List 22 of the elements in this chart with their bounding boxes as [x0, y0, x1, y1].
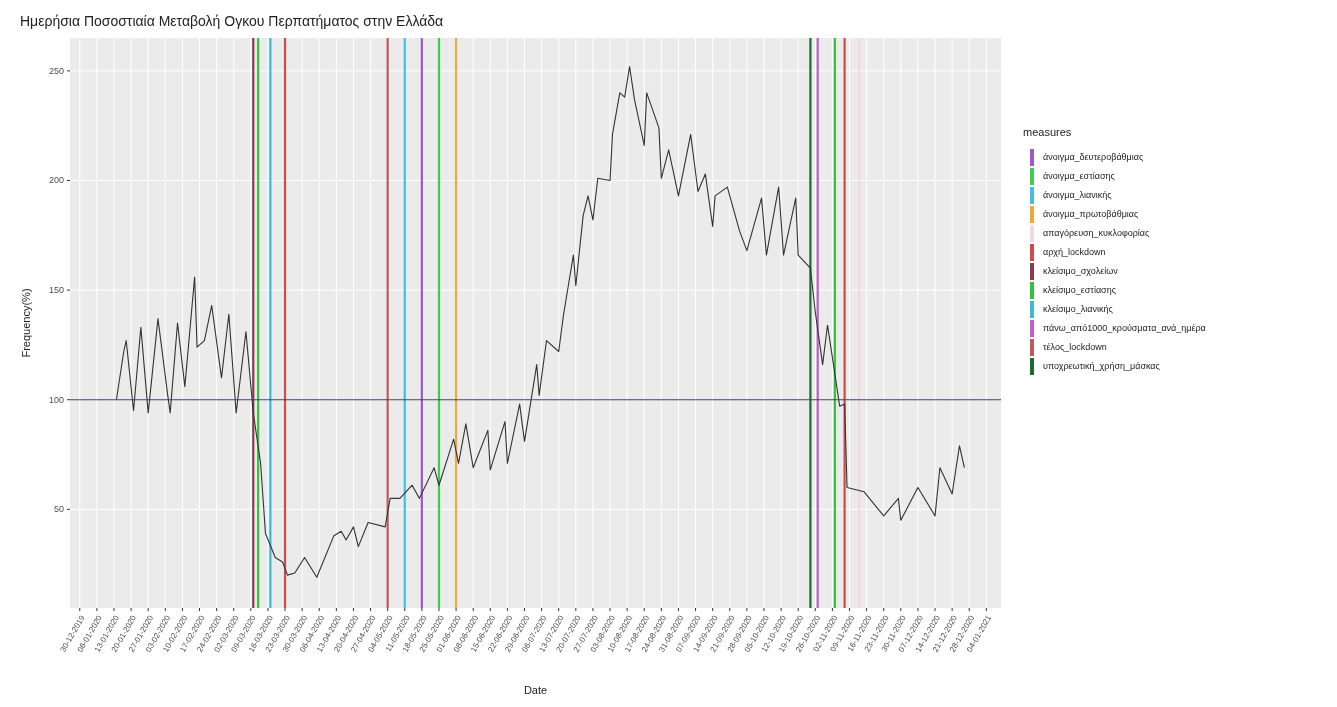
y-tick-label: 250 — [48, 65, 64, 76]
y-tick-label: 150 — [48, 285, 64, 295]
chart-title: Ημερήσια Ποσοστιαία Μεταβολή Ογκου Περπατήματος στην Ελλάδα — [20, 13, 444, 29]
legend-label: άνοιγμα_δευτεροβάθμιας — [1043, 151, 1145, 162]
legend-label: άνοιγμα_εστίασης — [1043, 170, 1116, 181]
line-series — [115, 65, 965, 578]
legend-label: υποχρεωτική_χρήση_μάσκας — [1043, 360, 1161, 371]
legend-label: κλείσιμο_λιανικής — [1043, 303, 1114, 314]
legend-label: κλείσιμο_εστίασης — [1043, 284, 1117, 295]
y-tick-label: 50 — [53, 504, 64, 515]
y-tick-label: 200 — [48, 175, 64, 186]
legend-label: κλείσιμο_σχολείων — [1043, 265, 1119, 276]
legend-label: αρχή_lockdown — [1043, 246, 1106, 257]
y-tick-label: 100 — [48, 394, 64, 405]
y-axis-title: Frequency(%) — [20, 288, 32, 358]
legend-label: άνοιγμα_πρωτοβάθμιας — [1043, 208, 1140, 219]
legend-label: τέλος_lockdown — [1043, 341, 1107, 352]
x-axis-title: Date — [523, 684, 548, 696]
legend-label: απαγόρευση_κυκλοφορίας — [1043, 227, 1151, 238]
legend-title: measures — [1023, 126, 1072, 138]
legend-label: πάνω_από1000_κρούσματα_ανά_ημέρα — [1043, 322, 1206, 333]
legend-label: άνοιγμα_λιανικής — [1043, 189, 1113, 200]
